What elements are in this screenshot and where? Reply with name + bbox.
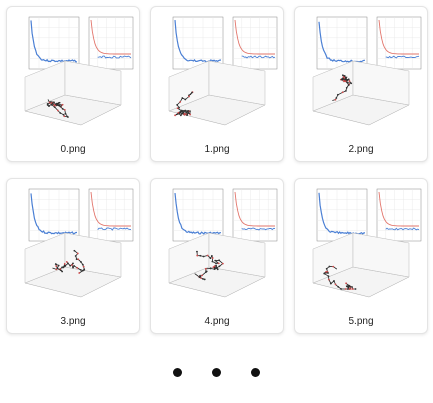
image-filename: 4.png	[204, 316, 230, 327]
thumbnail-5	[312, 188, 422, 298]
image-filename: 2.png	[348, 144, 374, 155]
more-items-indicator[interactable]	[0, 368, 433, 377]
image-card-4[interactable]: 4.png	[150, 178, 284, 334]
image-filename: 1.png	[204, 144, 230, 155]
dot-icon	[173, 368, 182, 377]
dot-icon	[212, 368, 221, 377]
image-grid: 0.png 1.png 2.png 3.png 4.png 5.png	[6, 6, 428, 334]
image-card-3[interactable]: 3.png	[6, 178, 140, 334]
thumbnail-4	[168, 188, 278, 298]
image-filename: 5.png	[348, 316, 374, 327]
thumbnail-3	[24, 188, 134, 298]
thumbnail-1	[168, 16, 278, 126]
image-card-5[interactable]: 5.png	[294, 178, 428, 334]
image-card-0[interactable]: 0.png	[6, 6, 140, 162]
image-card-1[interactable]: 1.png	[150, 6, 284, 162]
image-card-2[interactable]: 2.png	[294, 6, 428, 162]
thumbnail-0	[24, 16, 134, 126]
dot-icon	[251, 368, 260, 377]
image-filename: 3.png	[60, 316, 86, 327]
thumbnail-2	[312, 16, 422, 126]
image-filename: 0.png	[60, 144, 86, 155]
